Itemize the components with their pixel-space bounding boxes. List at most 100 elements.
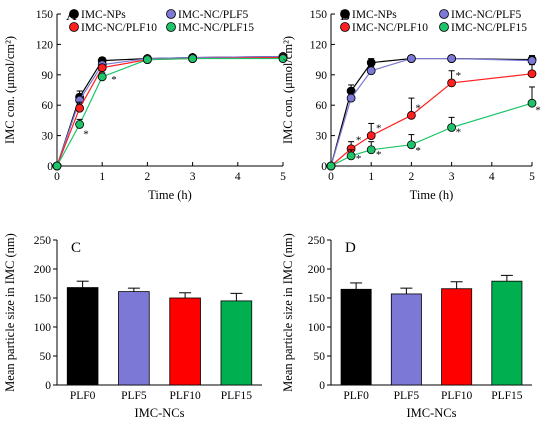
legend-label: IMC-NC/PLF15: [451, 22, 527, 34]
x-axis-label: Time (h): [410, 188, 454, 202]
y-axis-label: IMC con. (μmol/cm²): [3, 36, 17, 144]
x-tick-label: 4: [489, 171, 495, 183]
y-tick-label: 150: [310, 9, 328, 21]
y-tick-label: 50: [314, 351, 326, 363]
legend-marker: [439, 22, 449, 32]
legend-marker: [340, 9, 350, 19]
significance-marker: *: [376, 149, 382, 161]
panel-b: 0 30 60 90 120 150 0 1 2 3 4 5 Time (h) IMC con. (μmo…: [281, 8, 541, 202]
legend-label: IMC-NC/PLF10: [81, 22, 157, 34]
data-point: [326, 161, 336, 171]
series-line: [56, 55, 284, 167]
x-tick-label: PLF0: [343, 390, 369, 402]
x-tick-label: PLF10: [169, 390, 201, 402]
x-tick-label: PLF0: [70, 390, 96, 402]
y-tick-label: 50: [40, 351, 52, 363]
legend-marker: [166, 9, 176, 19]
bar-plf0: [340, 288, 372, 386]
y-tick-label: 250: [34, 235, 52, 247]
data-point: [346, 151, 356, 161]
data-point: [366, 58, 376, 68]
bar-plf15: [220, 300, 253, 386]
y-tick-label: 150: [34, 293, 52, 305]
legend-marker: [166, 22, 176, 32]
y-tick-label: 120: [36, 39, 54, 51]
significance-marker: *: [415, 145, 421, 157]
series-line: [330, 73, 533, 167]
significance-marker: *: [535, 104, 541, 116]
data-point: [366, 66, 376, 76]
y-tick-label: 60: [316, 100, 328, 112]
series-line: [56, 55, 284, 167]
y-tick-label: 250: [308, 235, 326, 247]
x-tick-label: PLF15: [491, 390, 523, 402]
bar-plf5: [118, 291, 150, 386]
y-tick-label: 30: [316, 131, 328, 143]
significance-marker: *: [356, 153, 362, 165]
legend-label: IMC-NC/PLF5: [178, 9, 249, 21]
x-axis-label: Time (h): [148, 188, 192, 202]
series-imc-nc-plf10: [52, 53, 288, 171]
panel-label: D: [345, 240, 356, 256]
bar-plf10: [169, 297, 201, 386]
data-point: [366, 145, 376, 155]
y-tick-label: 120: [310, 39, 328, 51]
bar-plf5: [390, 293, 422, 386]
data-point: [447, 78, 457, 88]
y-tick-label: 100: [308, 322, 326, 334]
data-point: [346, 93, 356, 103]
x-tick-label: PLF5: [121, 390, 147, 402]
significance-marker: *: [415, 102, 421, 114]
legend: IMC-NPs IMC-NC/PLF5 IMC-NC/PLF10 IMC-NC/PLF…: [69, 9, 254, 34]
data-point: [52, 161, 62, 171]
significance-marker: *: [456, 70, 462, 82]
y-axis-label: Mean particle size in IMC (nm): [3, 233, 17, 392]
legend-marker: [340, 22, 350, 32]
x-tick-label: 1: [368, 171, 374, 183]
y-tick-label: 150: [308, 293, 326, 305]
data-point: [366, 131, 376, 141]
x-tick-label: 0: [328, 171, 334, 183]
series-imc-nps: [52, 52, 288, 171]
series-imc-nc-plf15: [326, 86, 537, 171]
series-imc-nc-plf5: [52, 52, 288, 171]
significance-marker: *: [376, 123, 382, 135]
y-tick-label: 100: [34, 322, 52, 334]
series-line: [56, 57, 283, 167]
x-axis-label: IMC-NCs: [406, 406, 456, 420]
data-point: [406, 110, 416, 120]
x-tick-label: 2: [409, 171, 415, 183]
data-point: [75, 120, 84, 129]
y-tick-label: 30: [42, 131, 54, 143]
y-tick-label: 200: [34, 264, 52, 276]
legend-marker: [69, 9, 79, 19]
y-tick-label: 90: [316, 70, 328, 82]
significance-marker: *: [356, 135, 362, 147]
data-point: [447, 123, 457, 132]
y-tick-label: 0: [47, 161, 53, 173]
data-point: [97, 72, 107, 82]
y-tick-label: 0: [319, 380, 325, 392]
legend-marker: [69, 22, 79, 32]
data-point: [527, 56, 537, 66]
bar-plf10: [441, 288, 473, 386]
legend-label: IMC-NC/PLF5: [451, 9, 522, 21]
panel-c: 0 50 100 150 200 250 PLF0 PLF5 PLF10 PLF15 IMC-NCs…: [3, 233, 262, 420]
x-tick-label: PLF15: [221, 390, 253, 402]
data-point: [278, 54, 288, 63]
series-line: [330, 57, 533, 167]
x-tick-label: 0: [54, 171, 60, 183]
panel-d: 0 50 100 150 200 250 PLF0 PLF5 PLF10 PLF15 IMC-NCs…: [281, 233, 532, 420]
x-tick-label: 5: [529, 171, 535, 183]
y-tick-label: 150: [36, 9, 54, 21]
panel-label: C: [71, 240, 81, 256]
data-point: [406, 54, 416, 63]
bar-plf15: [491, 280, 523, 386]
bar-plf0: [66, 287, 99, 386]
data-point: [142, 55, 152, 64]
significance-marker: *: [456, 127, 462, 139]
y-tick-label: 0: [45, 380, 51, 392]
x-tick-label: PLF5: [394, 390, 420, 402]
x-tick-label: PLF10: [441, 390, 473, 402]
